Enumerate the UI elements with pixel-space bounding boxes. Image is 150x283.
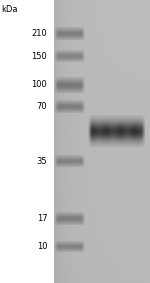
Text: 100: 100 [32,80,47,89]
Text: 10: 10 [37,242,47,251]
Text: 210: 210 [32,29,47,38]
Text: 150: 150 [32,52,47,61]
Text: 35: 35 [37,157,47,166]
Text: kDa: kDa [2,5,18,14]
Text: 70: 70 [37,102,47,112]
Text: 17: 17 [37,214,47,223]
